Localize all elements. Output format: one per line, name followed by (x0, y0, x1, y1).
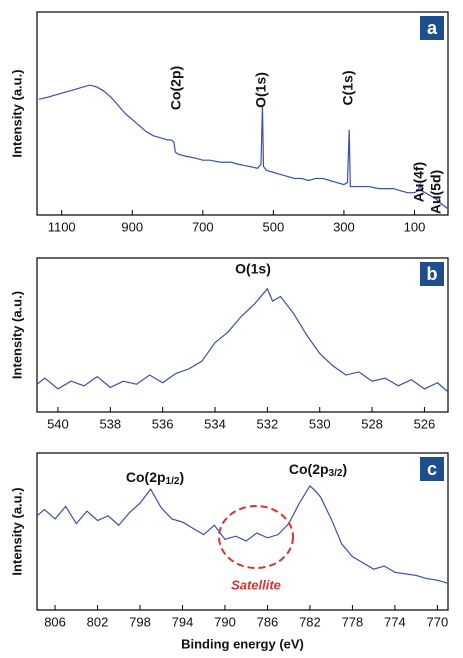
plot-frame (36, 11, 449, 216)
x-tick-label: 794 (172, 614, 194, 629)
panel-letter: c (427, 459, 437, 479)
plot-frame (36, 452, 449, 611)
x-tick-label: 534 (204, 416, 226, 431)
peak-label: Co(2p) (168, 66, 184, 110)
panel-badge (420, 262, 444, 286)
panel-badge (420, 16, 444, 40)
x-tick-label: 528 (361, 416, 383, 431)
x-tick-label: 532 (257, 416, 279, 431)
spectrum-line (38, 84, 449, 210)
x-tick-label: 500 (263, 219, 285, 234)
x-tick-label: 300 (333, 219, 355, 234)
y-axis-label: Intensity (a.u.) (9, 69, 24, 157)
x-tick-label: 798 (129, 614, 151, 629)
spectrum-line (36, 287, 449, 393)
satellite-label: Satellite (231, 577, 281, 592)
peak-label: Au(5d) (428, 170, 444, 214)
x-tick-label: 900 (121, 219, 143, 234)
plot-frame (36, 257, 449, 413)
satellite-circle (218, 505, 294, 569)
x-axis-label: Binding energy (eV) (181, 636, 304, 651)
x-tick-label: 774 (384, 614, 406, 629)
x-tick-label: 790 (214, 614, 236, 629)
peak-label: Co(2p3/2) (289, 461, 347, 479)
panel-badge (420, 457, 444, 481)
x-tick-label: 778 (342, 614, 364, 629)
x-tick-label: 770 (427, 614, 449, 629)
x-tick-label: 786 (257, 614, 279, 629)
peak-label: Co(2p1/2) (126, 469, 184, 487)
spectrum-line (36, 485, 449, 584)
y-axis-label: Intensity (a.u.) (9, 487, 24, 575)
x-tick-label: 530 (309, 416, 331, 431)
x-tick-label: 536 (152, 416, 174, 431)
x-tick-label: 802 (87, 614, 109, 629)
x-tick-label: 526 (414, 416, 436, 431)
peak-label-part: 3/2 (329, 468, 343, 479)
x-tick-label: 538 (99, 416, 121, 431)
peak-label: O(1s) (253, 72, 269, 108)
x-tick-label: 782 (299, 614, 321, 629)
peak-label: C(1s) (340, 70, 356, 105)
panel-letter: b (427, 264, 438, 284)
peak-label: Au(4f) (411, 162, 427, 202)
x-tick-label: 100 (404, 219, 426, 234)
x-tick-label: 540 (47, 416, 69, 431)
y-axis-label: Intensity (a.u.) (9, 291, 24, 379)
peak-label: O(1s) (235, 261, 271, 277)
x-tick-label: 700 (192, 219, 214, 234)
peak-label-part: 1/2 (166, 476, 180, 487)
panel-letter: a (427, 18, 438, 38)
peak-label-part: Co(2p (126, 469, 166, 485)
x-tick-label: 806 (44, 614, 66, 629)
peak-label-part: ) (179, 469, 184, 485)
peak-label-part: ) (342, 461, 347, 477)
x-tick-label: 1100 (48, 219, 76, 234)
peak-label-part: Co(2p (289, 461, 329, 477)
